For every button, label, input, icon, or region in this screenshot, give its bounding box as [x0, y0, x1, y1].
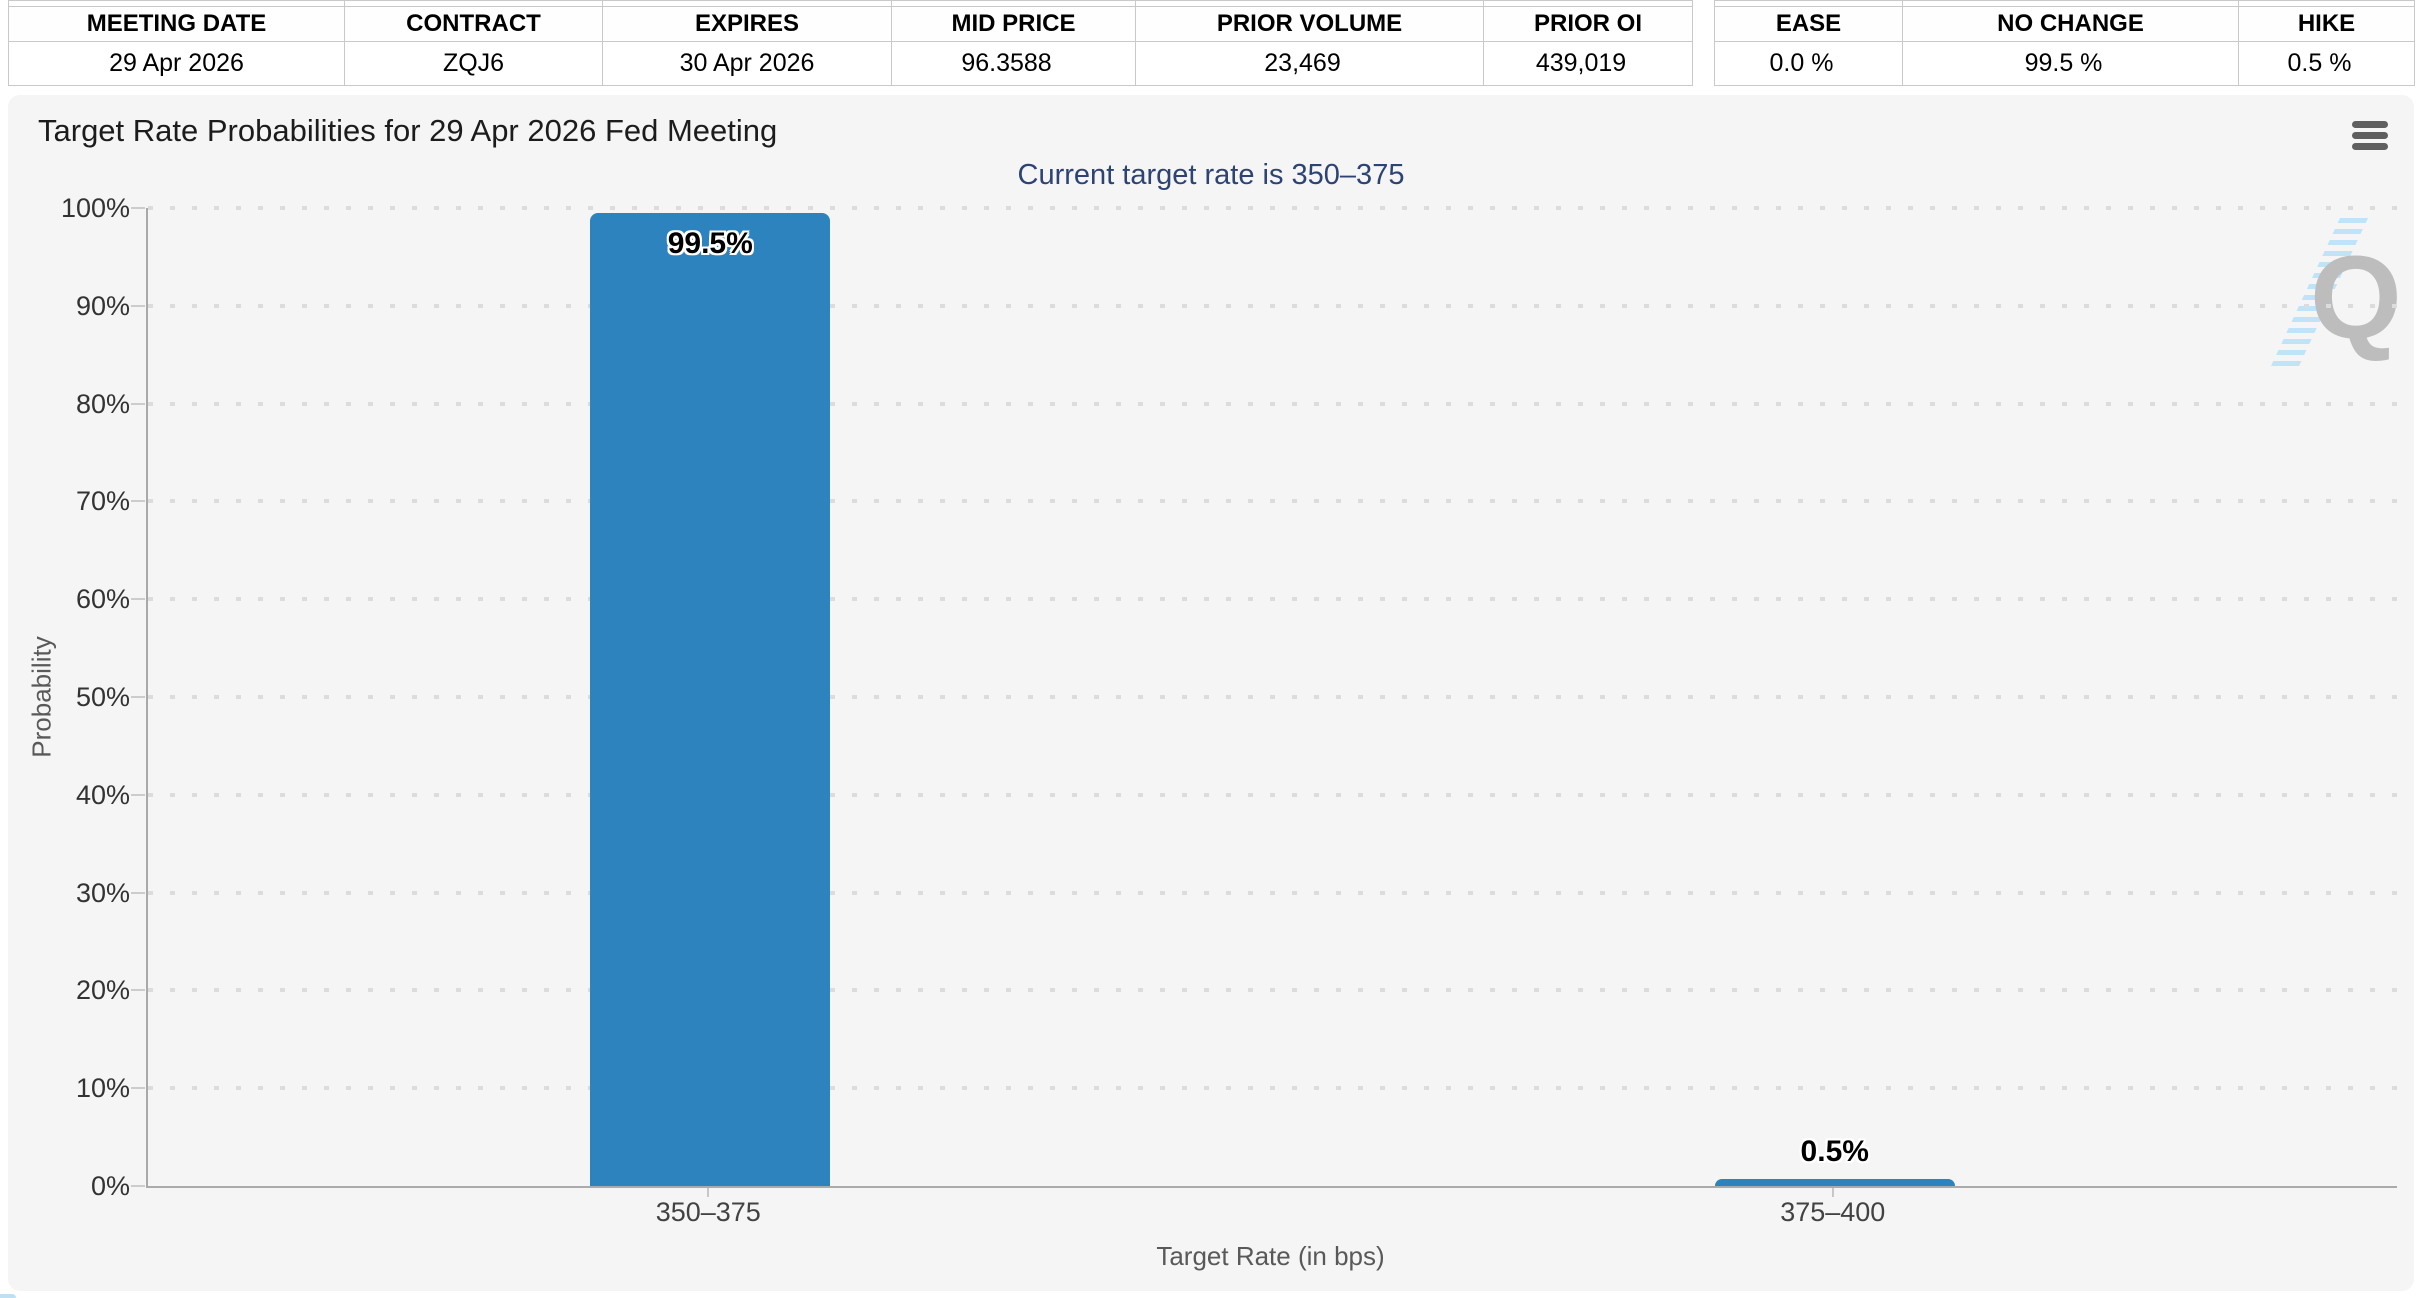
menu-bar: [2352, 121, 2388, 128]
x-category-label: 350–375: [655, 1197, 761, 1227]
chart-subtitle: Current target rate is 350–375: [1017, 159, 1405, 191]
y-gridline: [148, 303, 2397, 308]
x-axis-tick: [707, 1188, 710, 1197]
y-axis-tick: [131, 793, 145, 796]
y-tick-label: 90%: [75, 290, 130, 321]
y-gridline: [148, 792, 2397, 797]
bar-value-label: 0.5%: [1800, 1135, 1869, 1168]
x-axis-title: Target Rate (in bps): [1156, 1241, 1385, 1271]
hamburger-menu-icon[interactable]: [2352, 121, 2390, 155]
y-axis-tick: [131, 989, 145, 992]
chart-title: Target Rate Probabilities for 29 Apr 202…: [38, 113, 778, 148]
y-tick-label: 80%: [75, 388, 130, 419]
header-expires: EXPIRES: [602, 6, 892, 42]
y-gridline: [148, 890, 2397, 895]
y-tick-label: 20%: [75, 975, 130, 1006]
header-prior-volume: PRIOR VOLUME: [1135, 6, 1484, 42]
y-axis-tick: [131, 1185, 145, 1187]
y-tick-label: 100%: [60, 193, 130, 223]
header-mid-price: MID PRICE: [891, 6, 1136, 42]
y-tick-label: 40%: [75, 779, 130, 810]
y-axis-tick: [131, 1087, 145, 1090]
header-hike: HIKE: [2238, 6, 2415, 42]
y-axis-tick: [131, 500, 145, 503]
quote-table-value-row: 29 Apr 2026 ZQJ6 30 Apr 2026 96.3588 23,…: [8, 41, 1693, 86]
y-gridline: [148, 988, 2397, 993]
bar-value-label: 99.5%: [667, 226, 753, 260]
y-gridline: [148, 499, 2397, 504]
probability-bar[interactable]: [590, 212, 831, 1186]
header-prior-oi: PRIOR OI: [1483, 6, 1693, 42]
menu-bar: [2352, 143, 2388, 150]
prior-oi-value: 439,019: [1483, 41, 1693, 86]
header-contract: CONTRACT: [344, 6, 603, 42]
header-meeting-date: MEETING DATE: [8, 6, 345, 42]
y-axis-tick: [131, 696, 145, 698]
y-tick-label: 10%: [75, 1073, 130, 1104]
y-tick-label: 60%: [75, 584, 130, 615]
x-category-label: 375–400: [1780, 1197, 1886, 1227]
menu-bar: [2352, 132, 2388, 139]
ease-value: 0.0 %: [1714, 41, 1903, 86]
mid-price-value: 96.3588: [891, 41, 1136, 86]
y-gridline: [148, 206, 2397, 210]
probability-table-value-row: 0.0 % 99.5 % 0.5 %: [1714, 41, 2415, 86]
y-axis-tick: [131, 304, 145, 307]
y-axis-tick: [131, 598, 145, 601]
bottom-panel-edge: [0, 1294, 16, 1298]
y-axis-tick: [131, 402, 145, 405]
hike-value: 0.5 %: [2238, 41, 2415, 86]
y-tick-label: 0%: [90, 1171, 130, 1201]
y-axis-tick: [131, 207, 145, 209]
header-no-change: NO CHANGE: [1902, 6, 2239, 42]
y-axis-tick: [131, 891, 145, 894]
plot-area: 99.5% 0.5%: [146, 206, 2397, 1188]
ease-hike-probability-table: EASE NO CHANGE HIKE 0.0 % 99.5 % 0.5 %: [1714, 0, 2415, 86]
expires-value: 30 Apr 2026: [602, 41, 892, 86]
y-gridline: [148, 597, 2397, 602]
y-gridline: [148, 695, 2397, 699]
header-ease: EASE: [1714, 6, 1903, 42]
probability-table-header-row: EASE NO CHANGE HIKE: [1714, 6, 2415, 42]
meeting-date-value: 29 Apr 2026: [8, 41, 345, 86]
y-gridline: [148, 401, 2397, 406]
prior-volume-value: 23,469: [1135, 41, 1484, 86]
contract-value: ZQJ6: [344, 41, 603, 86]
fedwatch-chart-panel: Target Rate Probabilities for 29 Apr 202…: [8, 95, 2414, 1291]
y-tick-label: 30%: [75, 877, 130, 908]
y-gridline: [148, 1086, 2397, 1091]
y-tick-label: 50%: [75, 682, 130, 712]
probability-bar[interactable]: [1714, 1179, 1955, 1186]
no-change-value: 99.5 %: [1902, 41, 2239, 86]
contract-quote-table: MEETING DATE CONTRACT EXPIRES MID PRICE …: [8, 0, 1693, 86]
quote-table-header-row: MEETING DATE CONTRACT EXPIRES MID PRICE …: [8, 6, 1693, 42]
y-tick-label: 70%: [75, 486, 130, 517]
x-axis-tick: [1831, 1188, 1834, 1197]
